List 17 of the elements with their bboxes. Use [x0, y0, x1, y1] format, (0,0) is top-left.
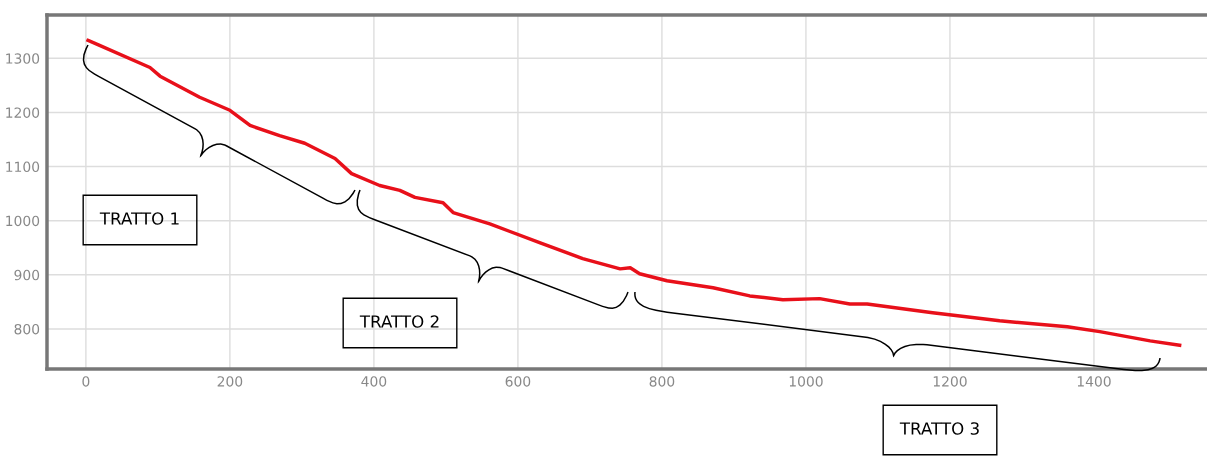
y-tick-label: 900 — [14, 269, 40, 281]
x-tick-label: 400 — [361, 376, 387, 387]
x-tick-label: 800 — [649, 376, 675, 387]
text: TRATTO 3 — [899, 422, 979, 435]
annotation: TRATTO 2 — [359, 315, 439, 328]
x-tick-label: 1200 — [933, 376, 967, 387]
y-tick-label: 1100 — [6, 161, 40, 173]
y-tick-label: 1200 — [6, 107, 40, 118]
x-tick-label: 1400 — [1077, 376, 1111, 387]
x-tick-label: 0 — [82, 376, 90, 387]
y-tick-label: 800 — [14, 323, 40, 335]
annotation: TRATTO 1 — [99, 212, 179, 225]
x-tick-label: 600 — [505, 376, 531, 387]
x-tick-label: 1000 — [789, 376, 823, 387]
y-tick-label: 1000 — [6, 215, 40, 227]
y-tick-label: 1300 — [6, 53, 40, 64]
x-tick-label: 200 — [217, 376, 243, 387]
